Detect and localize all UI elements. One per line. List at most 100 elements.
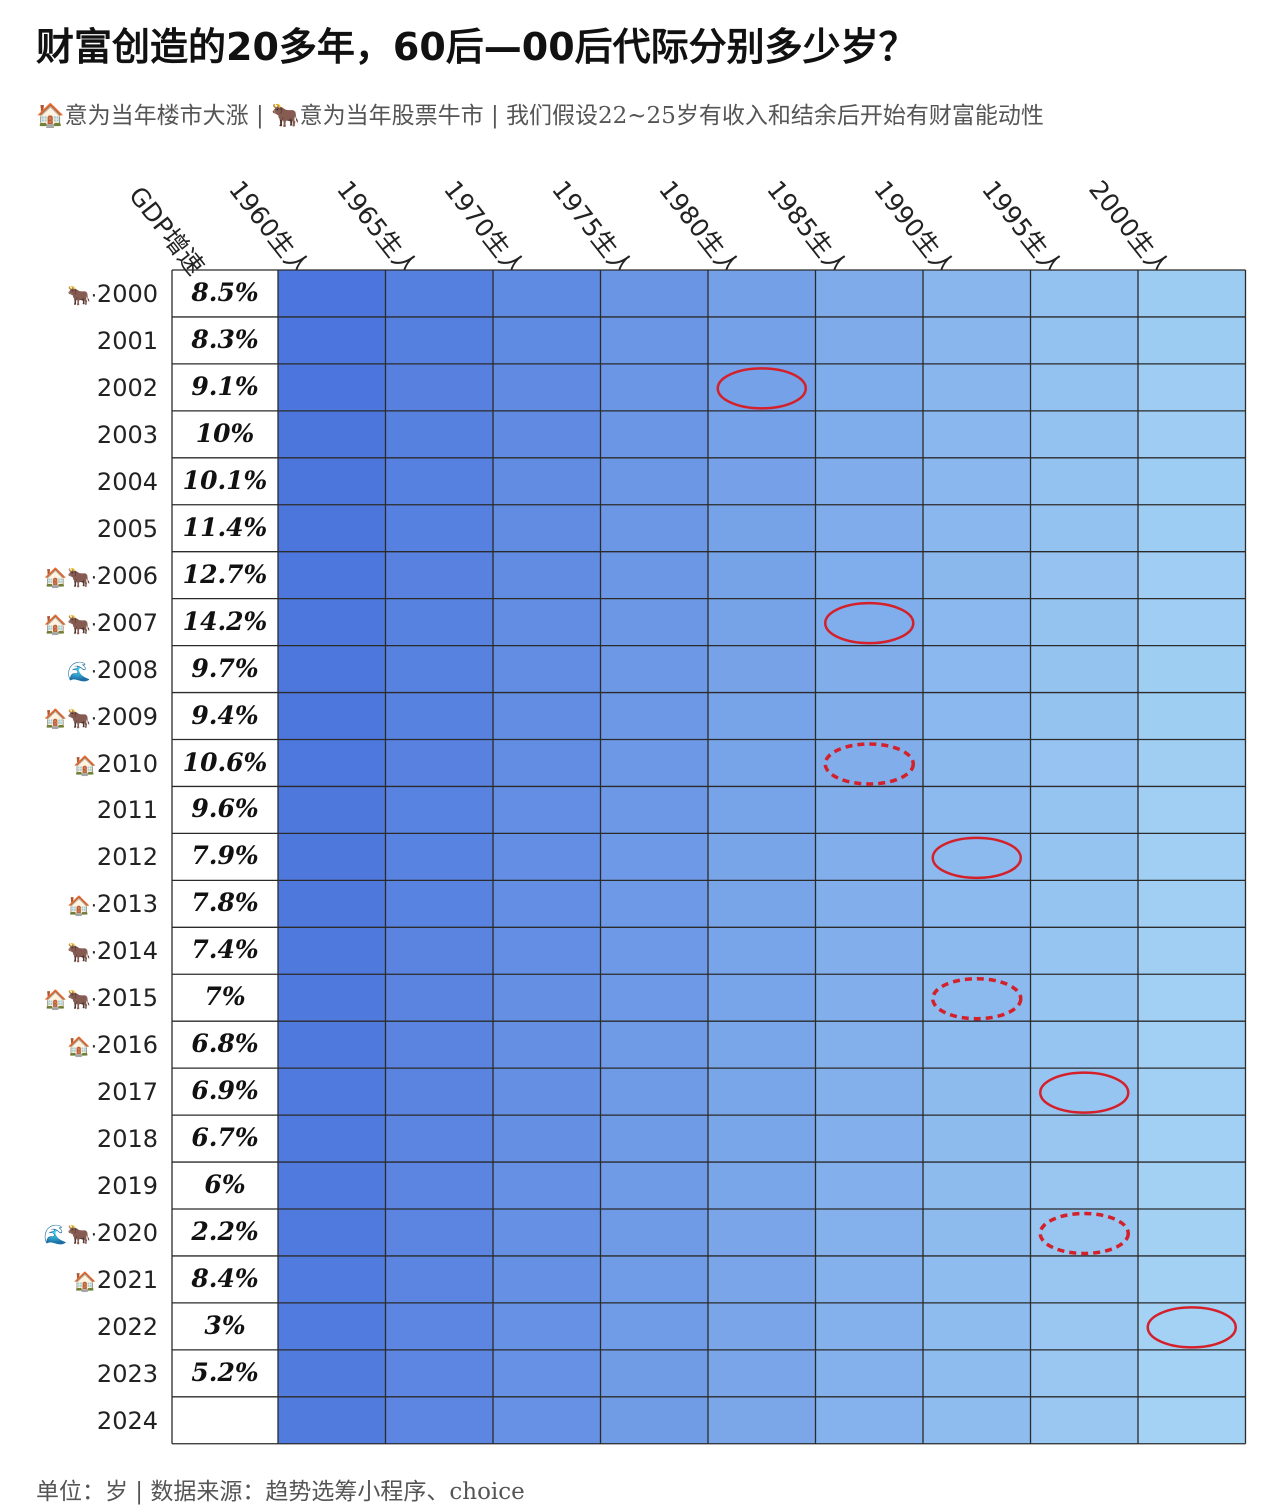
age-cell-bg — [815, 598, 923, 646]
gdp-value: 2.2% — [191, 1217, 259, 1246]
age-cell-bg — [1030, 739, 1138, 787]
age-cell-bg — [815, 927, 923, 975]
age-cell-bg — [385, 1115, 493, 1163]
market-icons: 🏠· — [67, 1036, 97, 1059]
age-cell-bg — [600, 1396, 708, 1444]
age-cell-bg — [923, 1068, 1031, 1116]
year-text: 2023 — [96, 1359, 158, 1388]
age-cell-bg — [708, 645, 816, 693]
year-text: 2013 — [96, 890, 158, 919]
age-cell-bg — [1030, 927, 1138, 975]
year-text: 2020 — [96, 1219, 158, 1247]
age-cell-bg — [493, 1162, 601, 1209]
age-cell-bg — [708, 786, 816, 834]
age-cell-bg — [278, 1162, 386, 1209]
age-cell-bg — [278, 1255, 386, 1303]
market-icons: 🏠 — [73, 1270, 97, 1293]
age-cell-bg — [600, 1302, 708, 1350]
year-label: 2001 — [0, 327, 158, 355]
year-text: 2021 — [96, 1265, 158, 1294]
age-cell-bg — [1030, 880, 1138, 928]
age-cell-bg — [493, 833, 601, 881]
age-cell-bg — [278, 739, 386, 787]
year-label: 2004 — [0, 468, 158, 496]
age-cell-bg — [493, 270, 601, 317]
age-cell-bg — [1138, 645, 1246, 693]
year-label: 2012 — [0, 843, 158, 871]
age-cell-bg — [815, 786, 923, 834]
age-cell-bg — [493, 1115, 601, 1163]
age-cell-bg — [708, 457, 816, 505]
age-cell-bg — [1138, 1302, 1246, 1350]
age-cell-bg — [493, 739, 601, 787]
year-label: 🏠🐂·2006 — [0, 562, 158, 590]
age-cell-bg — [815, 1209, 923, 1256]
gdp-value: 8.3% — [191, 324, 259, 354]
age-cell-bg — [1138, 1209, 1246, 1256]
age-cell-bg — [815, 504, 923, 552]
year-text: 2007 — [96, 608, 158, 637]
age-cell-bg — [385, 410, 493, 458]
age-cell-bg — [493, 927, 601, 975]
age-cell-bg — [815, 457, 923, 505]
age-cell-bg — [600, 410, 708, 458]
age-cell-bg — [385, 833, 493, 881]
age-cell-bg — [385, 1068, 493, 1116]
age-cell-bg — [815, 1162, 923, 1209]
gdp-value: 8.5% — [191, 278, 259, 307]
highlight-dashed-ellipse — [1038, 1211, 1130, 1256]
gdp-value: 12.7% — [182, 559, 268, 589]
age-cell-bg — [493, 974, 601, 1022]
age-cell-bg — [708, 692, 816, 740]
year-label: 2005 — [0, 515, 158, 543]
age-cell-bg — [1138, 833, 1246, 881]
age-cell-bg — [708, 1021, 816, 1069]
year-label: 2002 — [0, 374, 158, 402]
year-text: 2006 — [96, 561, 158, 590]
year-label: 2018 — [0, 1125, 158, 1153]
age-cell-bg — [923, 1396, 1031, 1444]
year-text: 2011 — [96, 796, 158, 825]
age-cell-bg — [278, 1068, 386, 1116]
age-cell-bg — [278, 974, 386, 1022]
age-cell-bg — [1030, 551, 1138, 599]
year-text: 2022 — [96, 1312, 158, 1341]
age-cell-bg — [923, 316, 1031, 364]
year-label: 2019 — [0, 1172, 158, 1200]
age-cell-bg — [923, 457, 1031, 505]
age-cell-bg — [708, 410, 816, 458]
age-cell-bg — [708, 1162, 816, 1209]
highlight-ellipse — [824, 601, 915, 645]
age-cell-bg — [385, 504, 493, 552]
age-cell-bg — [1138, 1396, 1246, 1444]
age-cell-bg — [600, 551, 708, 599]
age-cell-bg — [600, 363, 708, 411]
age-cell-bg — [600, 1115, 708, 1163]
age-cell-bg — [385, 927, 493, 975]
age-cell-bg — [493, 551, 601, 599]
age-cell-bg — [923, 739, 1031, 787]
age-cell-bg — [278, 1396, 386, 1444]
age-cell-bg — [1030, 1349, 1138, 1397]
age-cell-bg — [493, 1302, 601, 1350]
year-label: 🏠🐂·2009 — [0, 703, 158, 731]
age-cell-bg — [600, 786, 708, 834]
year-label: 🏠·2013 — [0, 890, 158, 918]
market-icons: 🏠🐂· — [43, 989, 97, 1012]
age-cell-bg — [1138, 598, 1246, 646]
age-cell-bg — [815, 645, 923, 693]
age-cell-bg — [708, 1302, 816, 1350]
year-text: 2005 — [96, 514, 158, 543]
age-cell-bg — [1030, 1255, 1138, 1303]
page-title: 财富创造的20多年，60后—00后代际分别多少岁？ — [36, 25, 917, 69]
age-cell-bg — [278, 833, 386, 881]
age-cell-bg — [278, 786, 386, 834]
age-cell-bg — [1030, 363, 1138, 411]
age-cell-bg — [600, 1162, 708, 1209]
age-cell-bg — [815, 1021, 923, 1069]
age-cell-bg — [708, 551, 816, 599]
year-text: 2002 — [96, 373, 158, 402]
age-cell-bg — [385, 1396, 493, 1444]
market-icons: 🏠🐂· — [43, 613, 97, 636]
